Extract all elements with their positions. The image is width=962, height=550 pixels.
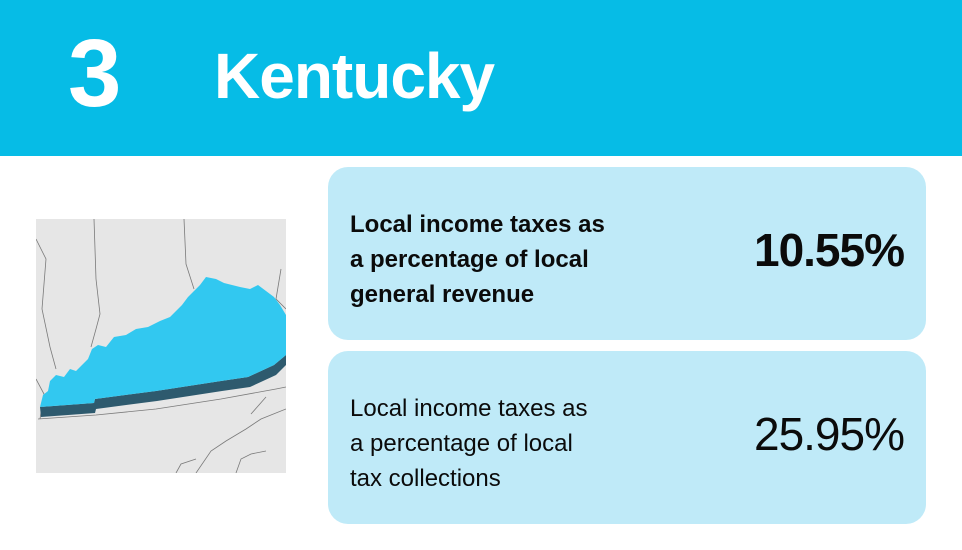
kentucky-shape (40, 277, 286, 407)
stat-label-line: general revenue (350, 281, 535, 308)
state-title: Kentucky (214, 40, 495, 112)
kentucky-shadow (40, 355, 286, 417)
stat-label: Local income taxes as a percentage of lo… (350, 391, 650, 496)
stat-label: Local income taxes as a percentage of lo… (350, 207, 650, 312)
stat-card-tax-collections: Local income taxes as a percentage of lo… (328, 351, 926, 524)
stat-card-general-revenue: Local income taxes as a percentage of lo… (328, 167, 926, 340)
stat-label-line: tax collections (350, 465, 501, 492)
stat-label-line: a percentage of local (350, 430, 573, 457)
header-banner: 3 Kentucky (0, 0, 962, 156)
stat-label-line: Local income taxes as (350, 211, 605, 238)
stat-label-line: Local income taxes as (350, 395, 588, 422)
kentucky-map (36, 219, 286, 473)
stat-value: 25.95% (753, 408, 905, 460)
stat-value: 10.55% (753, 224, 905, 276)
state-borders (36, 219, 286, 473)
stat-label-line: a percentage of local (350, 246, 589, 273)
rank-number: 3 (68, 20, 121, 127)
